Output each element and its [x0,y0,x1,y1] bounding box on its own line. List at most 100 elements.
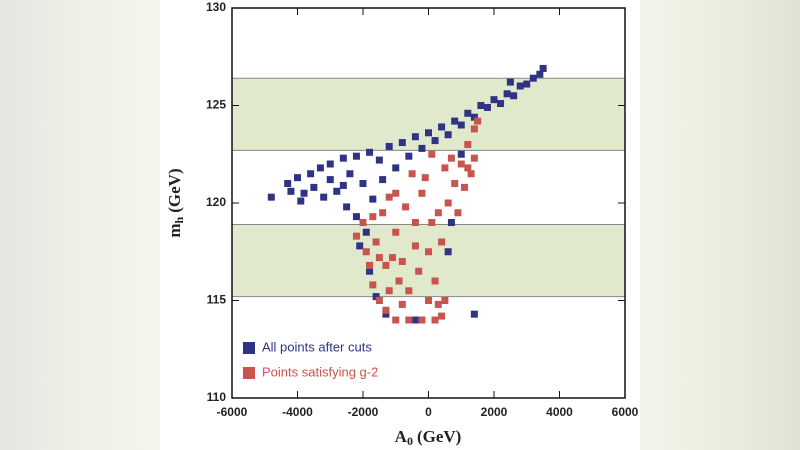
point [474,117,482,125]
point [506,78,514,86]
point [438,312,446,320]
point [444,199,452,207]
point [333,187,341,195]
point [366,148,374,156]
point [287,187,295,195]
point [392,316,400,324]
point [300,189,308,197]
point [369,213,377,221]
point [352,232,360,240]
y-tick-label: 130 [206,0,226,14]
point [375,297,383,304]
point [464,164,472,172]
point [418,316,426,324]
point [447,154,455,162]
point [451,180,459,187]
point [441,164,449,172]
y-tick-label: 110 [207,390,227,404]
y-tick-label: 120 [206,195,226,209]
point [379,209,387,217]
legend-swatch [243,342,255,354]
point [467,170,475,178]
point [431,137,439,145]
point [470,310,478,318]
point [294,174,301,182]
point [441,297,449,304]
point [362,228,370,236]
point [356,242,364,250]
point [267,193,275,201]
y-axis-label: mh (GeV) [165,168,186,237]
point [510,92,518,100]
point [418,144,426,152]
point [405,152,413,160]
point [362,248,370,256]
point [411,133,419,141]
point [497,100,505,108]
point [398,258,406,265]
point [421,174,429,182]
point [392,228,400,236]
point [385,287,393,295]
point [447,219,455,226]
point [405,316,413,324]
point [392,164,400,172]
point [411,219,419,226]
point [297,197,305,205]
point [415,267,423,275]
point [388,254,396,262]
point [411,242,419,250]
point [346,170,354,178]
x-axis-label: A0 (GeV) [395,427,462,448]
point [382,310,390,318]
point [523,80,531,88]
x-label-main: A [395,427,408,446]
y-label-unit: (GeV) [165,168,184,212]
point [385,142,393,150]
point [411,316,419,324]
point [382,261,390,269]
point [461,183,469,191]
point [339,154,347,162]
y-label-main: m [165,223,184,237]
point [405,287,413,295]
band [232,224,625,297]
plot-area: All points after cuts Points satisfying g… [231,7,626,399]
point [375,156,383,164]
x-tick-label: 0 [425,405,432,419]
point [359,219,367,226]
point [398,139,406,147]
point [483,103,491,111]
point [379,176,387,184]
band [232,78,625,151]
point [366,261,374,269]
x-tick-label: 4000 [546,405,573,419]
point [464,109,472,117]
point [457,160,465,168]
x-tick-label: 6000 [612,405,639,419]
point [425,129,432,137]
point [398,300,406,308]
point [372,238,380,246]
point [326,160,334,168]
point [284,180,292,187]
point [451,117,459,125]
point [444,248,452,256]
point [428,219,436,226]
x-tick-label: -6000 [217,405,248,419]
y-tick-label: 125 [206,98,226,112]
point [425,248,432,256]
point [310,183,318,191]
point [359,180,367,187]
point [454,209,462,217]
point [516,82,524,90]
point [372,293,380,301]
y-label-sub: h [172,216,186,223]
point [339,181,347,189]
x-label-unit: (GeV) [417,427,461,446]
point [425,297,432,304]
point [457,121,465,129]
point [477,102,485,109]
point [352,213,360,221]
